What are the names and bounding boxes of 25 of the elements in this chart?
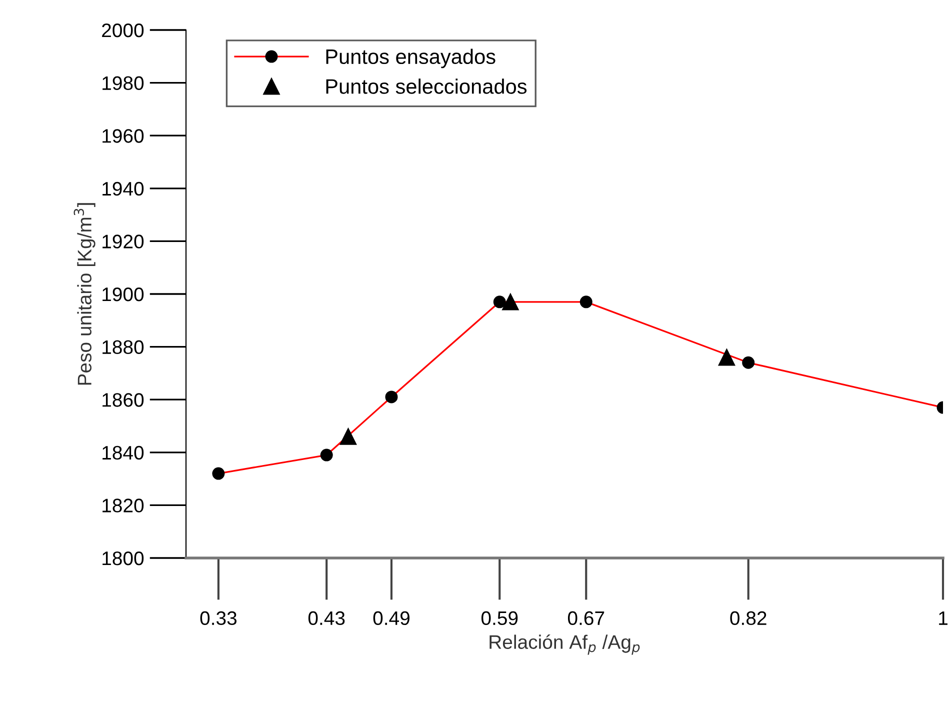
x-tick-label: 0.82 [730,611,766,626]
x-tick-label: 0.59 [481,611,518,626]
y-tick-label: 2000 [102,23,144,38]
y-tick-label: 1800 [102,551,144,566]
point [502,294,519,310]
x-axis-title: Relación Af$_{p}$ /Ag$_{p}$ [490,634,640,655]
y-tick-label: 1940 [102,182,144,196]
y-tick-label: 1900 [102,287,144,302]
y-tick-label: 1980 [102,76,144,90]
point [718,349,736,366]
x-tick-label: 0.49 [373,611,410,626]
y-axis-title: Peso unitario [Kg/m$^{3}$] [74,203,96,385]
y-tick-label: 1820 [102,498,144,512]
y-tick-label: 1880 [102,340,144,354]
point [340,428,357,445]
y-tick-label: 1920 [102,234,144,248]
y-tick-label: 1860 [102,393,144,407]
y-tick-label: 1960 [102,129,144,143]
x-tick-label: 0.67 [568,611,604,626]
legend-label: Puntos ensayados [326,48,496,68]
y-tick-label: 1840 [102,446,144,460]
x-tick-label: 1 [939,611,948,625]
legend-label: Puntos seleccionados [326,78,527,94]
x-tick-label: 0.33 [200,611,237,626]
x-tick-label: 0.43 [308,611,345,626]
